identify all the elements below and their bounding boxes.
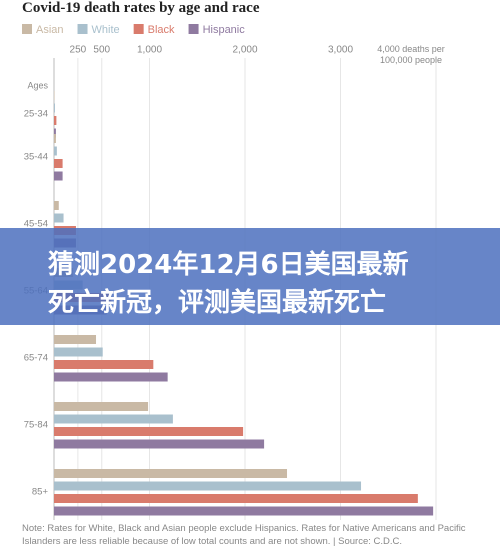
bar <box>54 103 55 113</box>
bar <box>54 494 418 503</box>
legend-swatch <box>22 24 32 34</box>
bar <box>54 439 265 449</box>
y-tick-label: 65-74 <box>24 353 48 364</box>
note: Note: Rates for White, Black and Asian p… <box>22 523 466 547</box>
chart-title: Covid-19 death rates by age and race <box>22 0 260 16</box>
bar <box>54 128 56 138</box>
bar <box>54 201 59 210</box>
x-tick-label: 500 <box>93 45 110 56</box>
bar <box>54 347 103 357</box>
y-tick-label: 85+ <box>32 487 49 498</box>
x-tick-label: 2,000 <box>232 45 257 56</box>
bar <box>54 360 154 369</box>
bar <box>54 134 56 143</box>
x-tick-label: 3,000 <box>328 45 353 56</box>
legend-label: Hispanic <box>203 24 246 36</box>
legend-swatch <box>77 24 88 34</box>
bar <box>54 146 57 156</box>
bar <box>54 335 97 344</box>
legend-swatch <box>133 24 144 34</box>
banner-line: 死亡新冠，评测美国最新死亡 <box>48 288 387 318</box>
x-tick-label: 1,000 <box>137 45 162 56</box>
bar <box>54 481 362 491</box>
y-tick-label: 75-84 <box>24 420 48 431</box>
x-tick-label: 250 <box>70 45 87 56</box>
bar <box>54 372 168 382</box>
bar <box>54 213 64 223</box>
x-tick-label: 4,000 deaths per 100,000 people <box>377 44 445 65</box>
bar <box>54 159 63 168</box>
bar <box>54 506 434 516</box>
bar <box>54 469 288 478</box>
y-tick-label: 45-54 <box>24 219 48 230</box>
y-tick-label: 35-44 <box>24 152 48 163</box>
banner-line: 猜测2024年12月6日美国最新 <box>48 250 409 280</box>
category-heading: Ages <box>27 80 48 90</box>
bar <box>54 402 149 411</box>
bar <box>54 171 63 181</box>
bar <box>54 414 173 424</box>
bar <box>54 116 57 125</box>
legend-swatch <box>188 24 199 34</box>
legend-label: Black <box>148 24 175 36</box>
legend-label: Asian <box>36 24 64 36</box>
y-tick-label: 25-34 <box>24 109 48 120</box>
bar <box>54 427 244 436</box>
legend-label: White <box>92 24 120 36</box>
overlay-banner: 猜测2024年12月6日美国最新 死亡新冠，评测美国最新死亡 <box>0 228 500 325</box>
